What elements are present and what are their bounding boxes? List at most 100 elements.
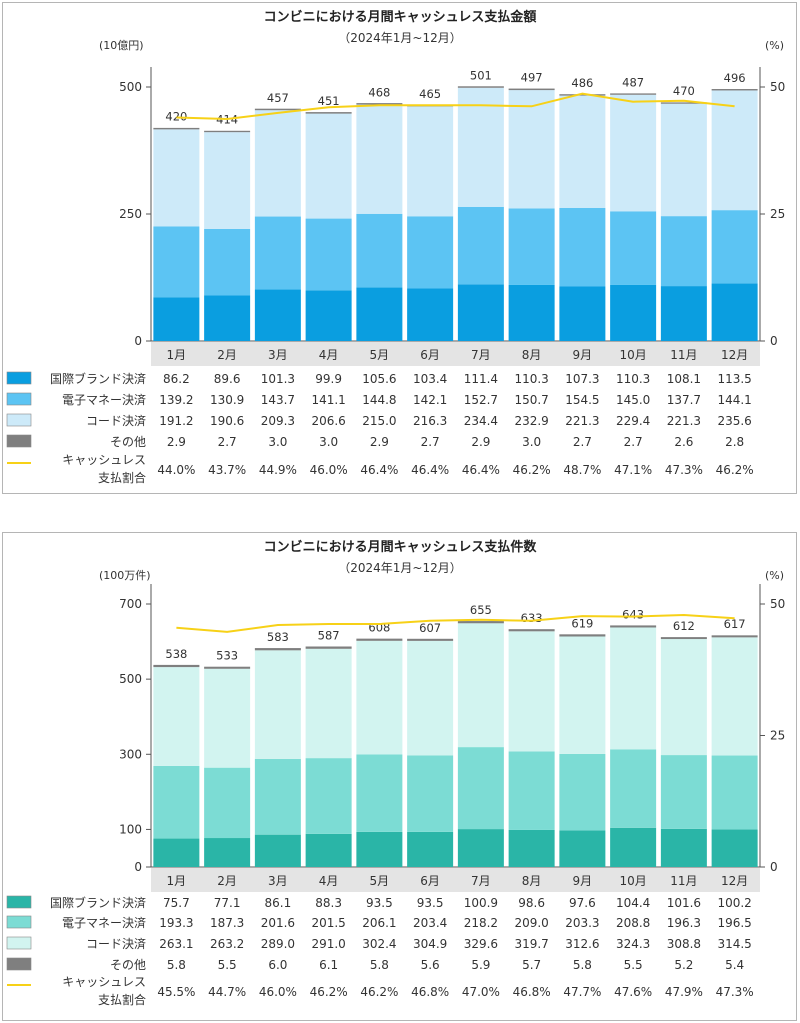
table-cell: 47.3% (665, 463, 703, 477)
table-cell: 3.0 (268, 435, 287, 449)
table-cell: 113.5 (717, 372, 751, 386)
table-cell: 5.2 (674, 958, 693, 972)
y2-tick-label: 0 (770, 334, 778, 348)
bar-0-6 (457, 829, 504, 867)
bar-3-4 (356, 638, 403, 641)
legend-label-3: その他 (110, 435, 146, 449)
table-cell: 105.6 (362, 372, 396, 386)
table-cell: 93.5 (366, 896, 393, 910)
table-cell: 104.4 (616, 896, 650, 910)
category-label: 5月 (370, 348, 390, 362)
category-label: 11月 (670, 348, 697, 362)
legend-swatch-0 (6, 895, 32, 909)
bar-0-1 (204, 838, 251, 867)
bar-0-3 (305, 833, 352, 867)
bar-0-10 (660, 286, 707, 341)
table-cell: 44.7% (208, 985, 246, 999)
table-cell: 101.3 (261, 372, 295, 386)
total-label: 465 (419, 87, 441, 101)
table-cell: 86.1 (265, 896, 292, 910)
table-cell: 6.1 (319, 958, 338, 972)
table-cell: 314.5 (717, 937, 751, 951)
bar-1-9 (610, 211, 657, 285)
bar-3-6 (457, 621, 504, 624)
category-label: 11月 (670, 874, 697, 888)
table-cell: 143.7 (261, 393, 295, 407)
table-cell: 93.5 (417, 896, 444, 910)
table-cell: 5.5 (218, 958, 237, 972)
table-cell: 2.6 (674, 435, 693, 449)
table-cell: 221.3 (565, 414, 599, 428)
legend-swatch-3 (6, 434, 32, 448)
category-label: 9月 (573, 874, 593, 888)
table-cell: 139.2 (159, 393, 193, 407)
table-cell: 203.3 (565, 916, 599, 930)
table-cell: 2.8 (725, 435, 744, 449)
table-cell: 47.0% (462, 985, 500, 999)
bar-0-11 (711, 829, 758, 867)
y2-tick-label: 0 (770, 860, 778, 874)
bar-1-1 (204, 228, 251, 296)
bar-1-10 (660, 216, 707, 287)
bar-3-8 (559, 94, 606, 96)
bar-1-3 (305, 758, 352, 834)
bar-0-9 (610, 284, 657, 341)
table-cell: 46.4% (411, 463, 449, 477)
y2-tick-label: 50 (770, 597, 785, 611)
category-label: 8月 (522, 874, 542, 888)
table-cell: 263.1 (159, 937, 193, 951)
table-cell: 154.5 (565, 393, 599, 407)
bar-0-0 (153, 297, 200, 341)
table-cell: 5.4 (725, 958, 744, 972)
total-label: 496 (724, 71, 746, 85)
table-cell: 206.6 (311, 414, 345, 428)
table-cell: 46.0% (259, 985, 297, 999)
table-cell: 201.5 (311, 916, 345, 930)
bar-2-3 (305, 648, 352, 759)
bar-3-3 (305, 646, 352, 649)
bar-1-2 (254, 216, 301, 290)
table-cell: 324.3 (616, 937, 650, 951)
y2-tick-label: 25 (770, 729, 785, 743)
table-cell: 103.4 (413, 372, 447, 386)
category-label: 3月 (268, 348, 288, 362)
bar-3-10 (660, 637, 707, 640)
chart-amount: コンビニにおける月間キャッシュレス支払金額 （2024年1月~12月） (10億円)… (6, 9, 785, 485)
table-cell: 5.8 (370, 958, 389, 972)
bar-1-11 (711, 755, 758, 830)
y-tick-label: 100 (119, 822, 142, 836)
bar-2-8 (559, 95, 606, 209)
category-label: 5月 (370, 874, 390, 888)
total-label: 619 (571, 616, 593, 630)
bar-0-7 (508, 829, 555, 867)
total-label: 633 (521, 611, 543, 625)
category-band (151, 868, 760, 892)
table-cell: 196.5 (717, 916, 751, 930)
table-cell: 107.3 (565, 372, 599, 386)
chart-subtitle: （2024年1月~12月） (338, 561, 462, 575)
bar-2-9 (610, 627, 657, 750)
category-label: 1月 (167, 348, 187, 362)
y-tick-label: 0 (134, 334, 142, 348)
chart-title: コンビニにおける月間キャッシュレス支払金額 (264, 9, 537, 25)
table-cell: 144.8 (362, 393, 396, 407)
table-cell: 47.1% (614, 463, 652, 477)
bar-1-8 (559, 753, 606, 831)
table-cell: 152.7 (464, 393, 498, 407)
category-label: 12月 (721, 348, 748, 362)
legend-swatch-1 (6, 915, 32, 929)
table-cell: 108.1 (667, 372, 701, 386)
table-cell: 100.2 (717, 896, 751, 910)
table-cell: 235.6 (717, 414, 751, 428)
table-cell: 5.6 (421, 958, 440, 972)
total-label: 612 (673, 619, 695, 633)
table-cell: 100.9 (464, 896, 498, 910)
legend-label-0: 国際ブランド決済 (50, 895, 146, 910)
table-cell: 209.0 (514, 916, 548, 930)
chart-title: コンビニにおける月間キャッシュレス支払件数 (264, 539, 538, 555)
table-cell: 312.6 (565, 937, 599, 951)
table-cell: 111.4 (464, 372, 498, 386)
bar-1-4 (356, 213, 403, 288)
category-label: 12月 (721, 874, 748, 888)
total-label: 468 (368, 85, 390, 99)
